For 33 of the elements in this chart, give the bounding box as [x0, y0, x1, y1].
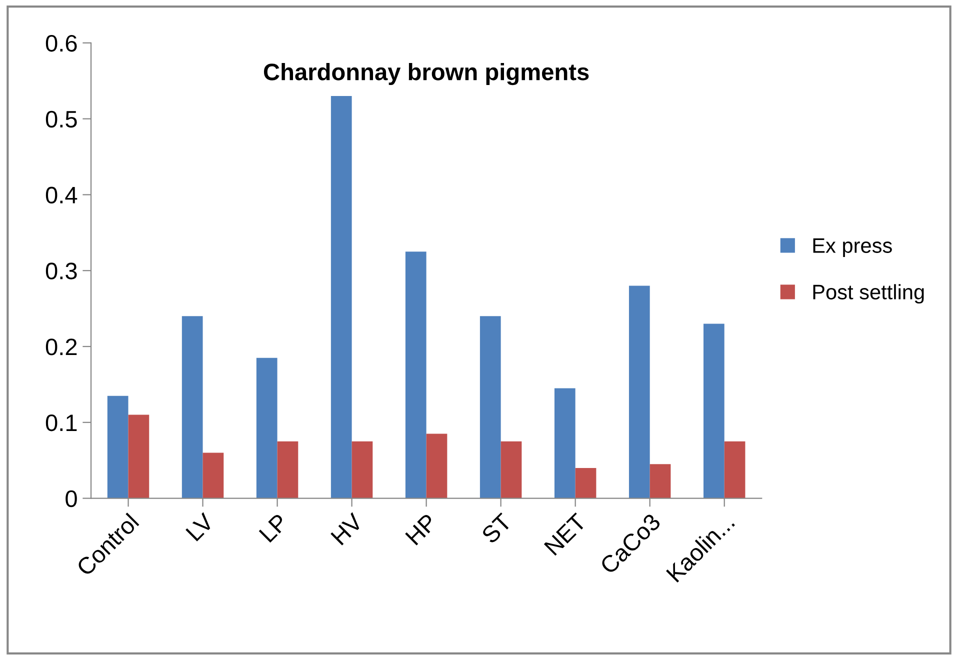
- y-tick-label: 0: [66, 490, 77, 508]
- x-tick-label: HP: [405, 512, 438, 546]
- y-tick-label: 0.3: [46, 262, 77, 280]
- y-tick-label: 0.6: [46, 34, 77, 52]
- legend-label: Ex press: [813, 238, 892, 258]
- legend-label: Post settling: [813, 284, 924, 304]
- x-tick-label: LP: [258, 512, 289, 543]
- bar: [480, 316, 501, 498]
- bar: [426, 434, 448, 498]
- text: Chardonnay brown pigments: [264, 62, 589, 86]
- bar: [182, 316, 203, 498]
- bar: [277, 441, 298, 498]
- y-tick-label: 0.1: [46, 414, 77, 432]
- bar: [554, 388, 576, 498]
- x-tick-label: HV: [330, 512, 364, 546]
- bar: [703, 324, 724, 498]
- bar: [330, 96, 352, 498]
- x-tick-label: ST: [480, 512, 513, 544]
- bar: [500, 441, 522, 498]
- bar: [575, 468, 596, 498]
- bar: [128, 414, 150, 498]
- x-tick-label: LV: [186, 512, 215, 542]
- bar: [202, 452, 224, 498]
- bar: [628, 286, 650, 498]
- bar: [256, 358, 278, 498]
- bar: [107, 396, 128, 498]
- bar: [352, 441, 373, 498]
- bar: [405, 252, 426, 498]
- y-tick-label: 0.2: [46, 338, 77, 356]
- bar: [724, 441, 746, 498]
- y-tick-label: 0.5: [46, 110, 77, 128]
- bar: [650, 464, 671, 498]
- y-tick-label: 0.4: [46, 186, 78, 204]
